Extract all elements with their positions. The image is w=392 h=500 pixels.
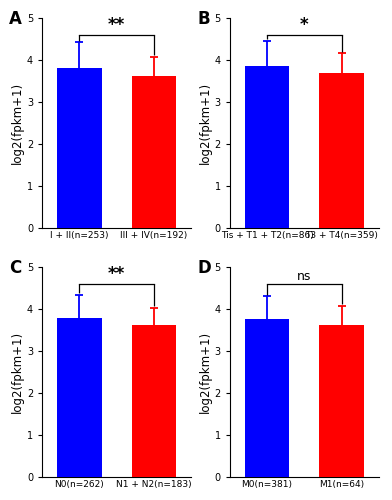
Text: D: D (197, 259, 211, 277)
Bar (57, 318, 102, 477)
Bar (132, 76, 176, 228)
Y-axis label: log2(fpkm+1): log2(fpkm+1) (11, 82, 24, 164)
Y-axis label: log2(fpkm+1): log2(fpkm+1) (199, 82, 212, 164)
Bar (245, 66, 289, 228)
Bar (319, 74, 364, 228)
Text: B: B (197, 10, 210, 28)
Bar (245, 320, 289, 477)
Bar (57, 68, 102, 228)
Text: **: ** (108, 16, 125, 34)
Text: A: A (9, 10, 22, 28)
Bar (319, 326, 364, 477)
Text: ns: ns (297, 270, 312, 283)
Bar (132, 326, 176, 477)
Text: *: * (300, 16, 309, 34)
Text: **: ** (108, 266, 125, 283)
Y-axis label: log2(fpkm+1): log2(fpkm+1) (199, 331, 212, 413)
Y-axis label: log2(fpkm+1): log2(fpkm+1) (11, 331, 24, 413)
Text: C: C (9, 259, 22, 277)
